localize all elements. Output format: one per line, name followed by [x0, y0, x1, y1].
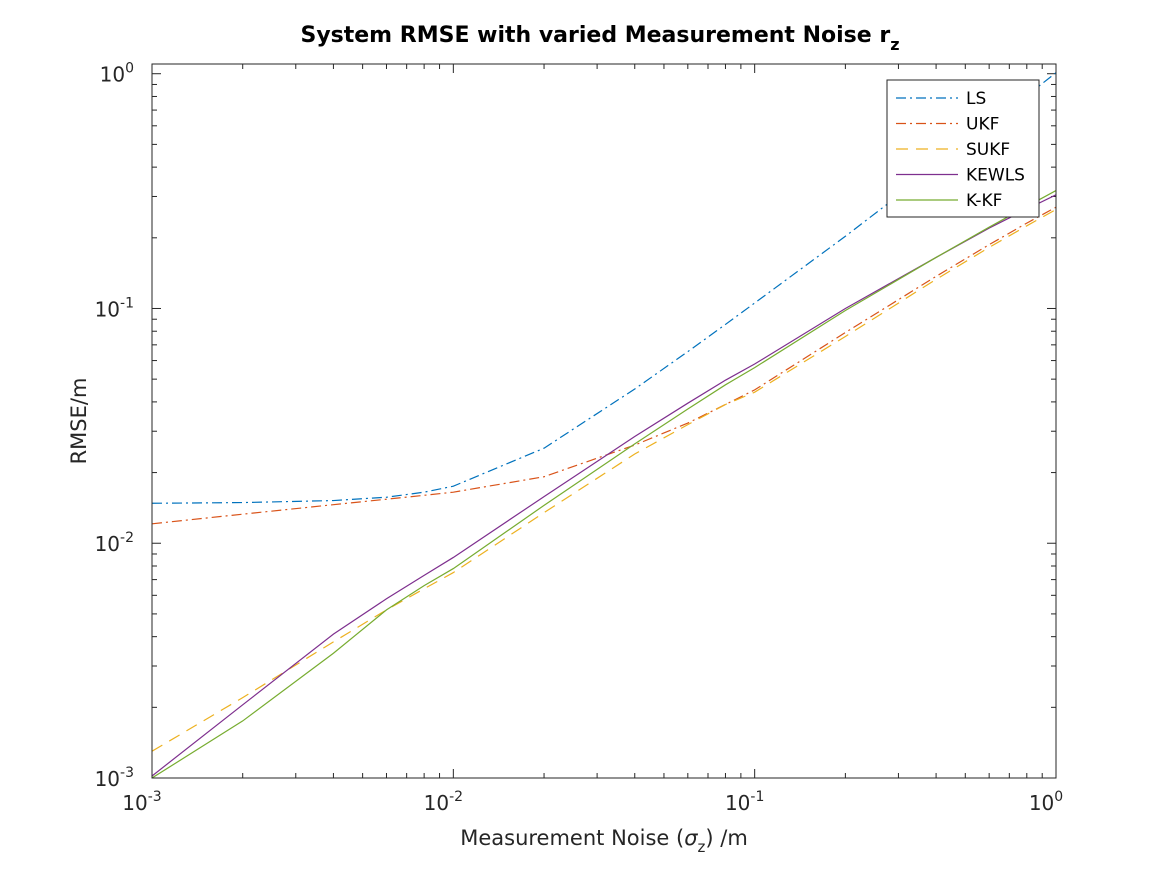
- x-tick-exponent: -3: [148, 789, 162, 805]
- x-tick-exponent: -1: [750, 789, 764, 805]
- legend-label-ls: LS: [966, 89, 986, 109]
- y-tick-base: 10: [95, 767, 120, 791]
- y-tick-exponent: -2: [120, 530, 134, 546]
- series-line-k-kf: [152, 190, 1056, 778]
- legend-label-kewls: KEWLS: [966, 166, 1025, 186]
- chart-title-main: System RMSE with varied Measurement Nois…: [300, 23, 890, 48]
- x-tick-label: 10-3: [122, 789, 161, 815]
- y-tick-exponent: 0: [125, 61, 134, 77]
- legend-label-sukf: SUKF: [966, 140, 1010, 160]
- y-tick-label: 100: [100, 61, 134, 87]
- y-tick-label: 10-3: [95, 765, 134, 791]
- legend-label-k-kf: K-KF: [966, 191, 1002, 211]
- y-tick-base: 10: [95, 532, 120, 556]
- x-tick-label: 10-1: [725, 789, 764, 815]
- series-line-sukf: [152, 208, 1056, 752]
- y-tick-base: 10: [95, 297, 120, 321]
- legend: LS UKF SUKF KEWLS K-KF: [886, 79, 1040, 218]
- x-tick-exponent: -2: [449, 789, 463, 805]
- y-tick-exponent: -1: [120, 295, 134, 311]
- x-tick-base: 10: [725, 791, 750, 815]
- x-tick-label: 100: [1029, 789, 1063, 815]
- x-axis-label-tail: ) /m: [705, 826, 747, 850]
- y-tick-label: 10-2: [95, 530, 134, 556]
- x-axis-label-subscript: z: [698, 838, 706, 856]
- chart-title: System RMSE with varied Measurement Nois…: [300, 23, 899, 54]
- ticks-layer: [151, 64, 1057, 779]
- legend-box: [886, 79, 1040, 218]
- x-tick-base: 10: [424, 791, 449, 815]
- axes-box: [151, 63, 1057, 779]
- series-layer: [152, 72, 1056, 778]
- series-line-ukf: [152, 206, 1056, 525]
- y-tick-base: 10: [100, 63, 125, 87]
- x-axis-label-main: Measurement Noise (: [460, 826, 684, 850]
- x-tick-label: 10-2: [424, 789, 463, 815]
- x-axis-label-symbol: σ: [684, 826, 698, 850]
- x-tick-exponent: 0: [1054, 789, 1063, 805]
- x-tick-base: 10: [122, 791, 147, 815]
- chart-title-subscript: z: [890, 35, 899, 54]
- legend-label-ukf: UKF: [966, 115, 999, 135]
- y-tick-label: 10-1: [95, 295, 134, 321]
- x-tick-base: 10: [1029, 791, 1054, 815]
- series-line-ls: [152, 72, 1056, 504]
- y-tick-exponent: -3: [120, 765, 134, 781]
- legend-items: LS UKF SUKF KEWLS K-KF: [896, 89, 1025, 211]
- x-axis-label: Measurement Noise (σz) /m: [460, 826, 748, 856]
- y-axis-label: RMSE/m: [67, 378, 91, 465]
